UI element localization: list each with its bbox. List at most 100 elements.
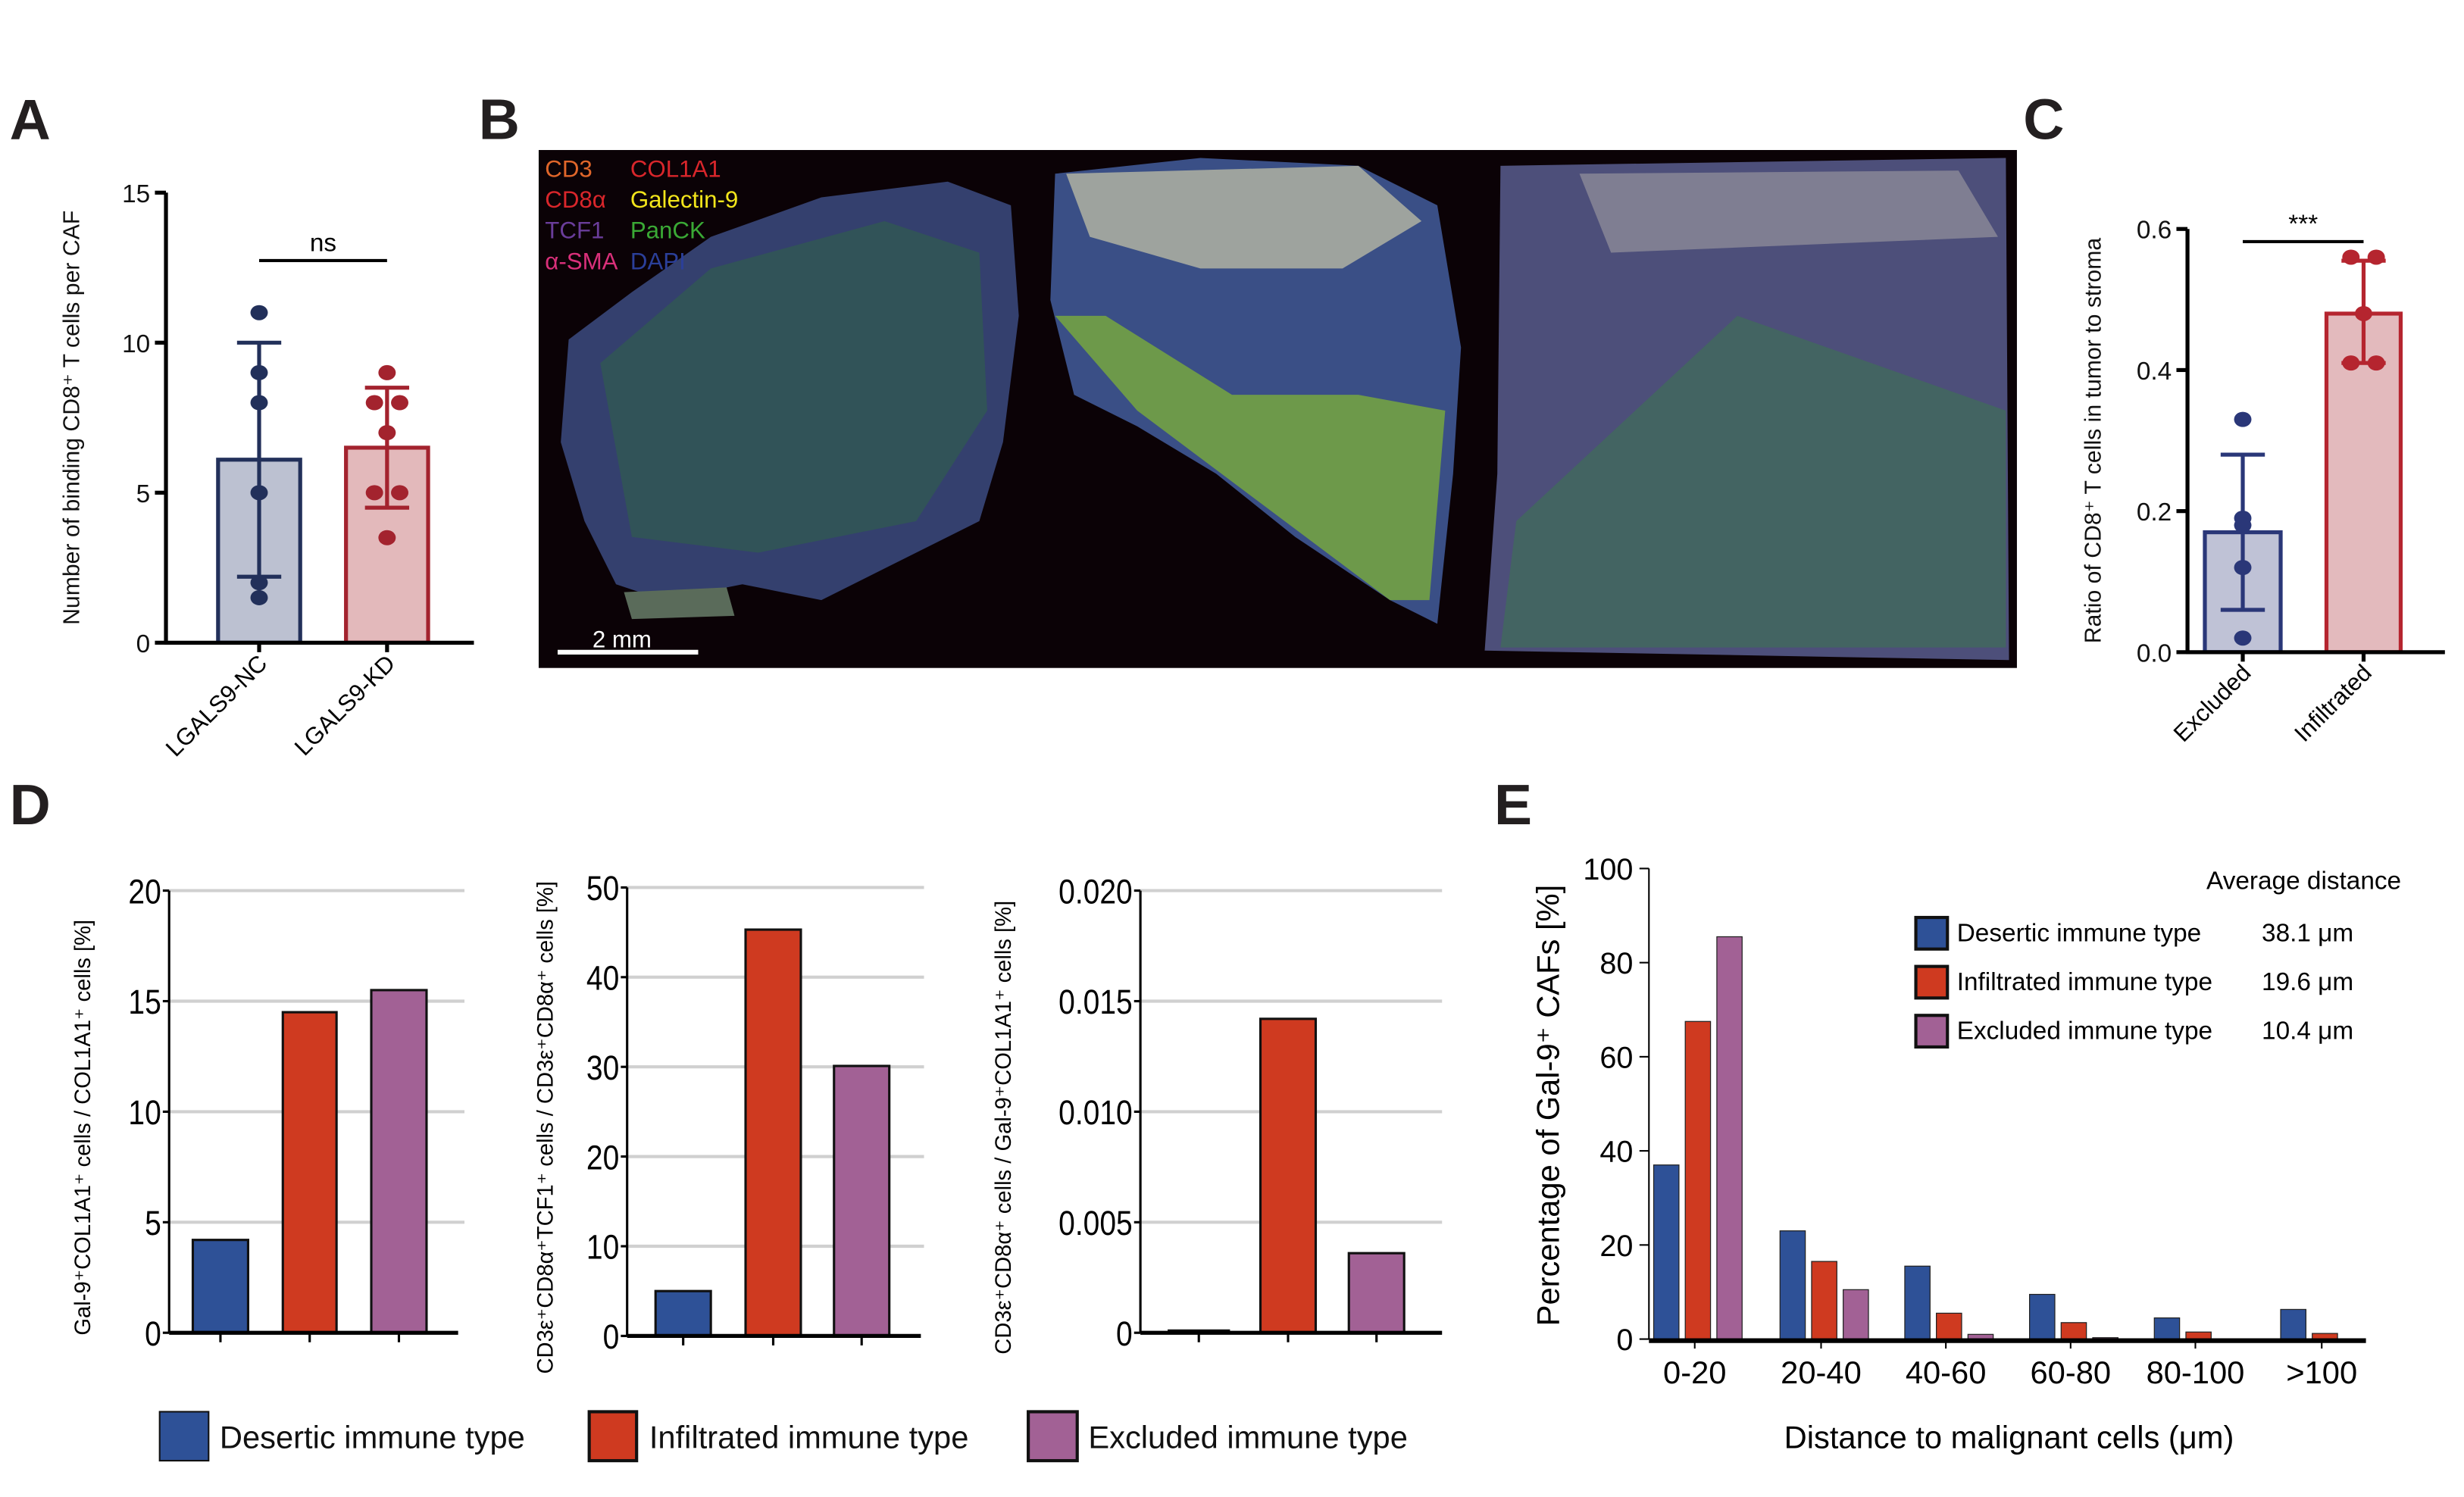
chart-c: Excluded Infiltrated 0.0 0.2 0.4 0.6 *** Ratio … [2081, 210, 2445, 747]
y-tick-label: 80 [1599, 947, 1633, 980]
panel-label-e: E [1494, 773, 1532, 836]
data-point [2234, 630, 2252, 646]
legend-label-desertic: Desertic immune type [220, 1419, 525, 1455]
bar-excluded [1716, 936, 1743, 1340]
legend-average-value: 19.6 μm [2262, 968, 2353, 996]
data-point [2342, 355, 2360, 371]
bar-infiltrated [1811, 1261, 1837, 1340]
marker-label: TCF1 [545, 217, 604, 244]
y-tick-label: 30 [586, 1049, 619, 1088]
marker-label: α-SMA [545, 248, 618, 274]
data-point [2355, 305, 2372, 321]
bar-desertic [191, 1239, 249, 1334]
y-tick-label: 20 [586, 1138, 619, 1177]
panel-label-d: D [10, 773, 51, 836]
chart-e: 0 20 40 60 80 100 0-20 20-40 40-60 60-80 80-100 >10… [1530, 853, 2401, 1455]
chart-d3: 0 0.005 0.010 0.015 0.020 CD3ε⁺CD8α⁺ cells / … [992, 872, 1443, 1355]
y-tick-label: 5 [136, 480, 151, 508]
y-tick-label: 0.005 [1058, 1204, 1133, 1243]
y-tick-label: 0 [136, 630, 151, 658]
significance-label: ns [310, 229, 336, 257]
bar-infiltrated [1936, 1312, 1962, 1340]
chart-a: LGALS9-NC LGALS9-KD 0 5 10 15 ns Number of bind… [59, 180, 474, 761]
bar-infiltrated [2185, 1331, 2212, 1340]
y-tick-label: 15 [122, 180, 150, 208]
tissue-section-1 [561, 181, 1019, 601]
data-point [250, 305, 268, 320]
marker-label: PanCK [630, 217, 705, 244]
y-axis-label: CD3ε⁺CD8α⁺TCF1⁺ cells / CD3ε⁺CD8α⁺ cells… [534, 881, 558, 1374]
data-point [2234, 517, 2252, 533]
bar-desertic [654, 1289, 712, 1337]
data-point [250, 364, 268, 380]
bar-desertic [2028, 1293, 2056, 1340]
legend-swatch-infiltrated [587, 1410, 639, 1463]
x-tick-label: LGALS9-NC [161, 650, 273, 762]
data-point [250, 395, 268, 411]
bar-desertic [1904, 1265, 1931, 1340]
data-point [378, 530, 396, 545]
bar-desertic [1779, 1230, 1806, 1340]
data-point [378, 425, 396, 441]
y-tick-label: 0.4 [2137, 358, 2172, 386]
marker-legend: CD3 COL1A1 CD8α Galectin-9 TCF1 PanCK α-SMA DAP… [545, 155, 738, 274]
legend-d: Desertic immune type Infiltrated immune … [158, 1410, 1408, 1463]
tissue-texture-2 [1055, 315, 1446, 601]
legend-label: Infiltrated immune type [1957, 968, 2212, 996]
chart-d2: 0 10 20 30 40 50 CD3ε⁺CD8α⁺TCF1⁺ cells / CD3ε⁺… [534, 869, 924, 1374]
data-point [250, 589, 268, 605]
tissue-texture-3 [1500, 315, 2006, 648]
legend-label: Excluded immune type [1957, 1017, 2212, 1045]
y-axis-label: Ratio of CD8⁺ T cells in tumor to stroma [2081, 238, 2106, 644]
y-tick-label: 0.015 [1058, 983, 1133, 1022]
y-tick-label: 60 [1599, 1041, 1633, 1074]
y-tick-label: 0.020 [1058, 872, 1133, 911]
marker-label: Galectin-9 [630, 186, 738, 213]
y-tick-label: 15 [128, 983, 161, 1022]
bar-desertic [2153, 1317, 2181, 1340]
data-point [2234, 560, 2252, 576]
bar-infiltrated [2324, 311, 2403, 655]
y-tick-label: 100 [1583, 853, 1633, 886]
x-tick-label: 20-40 [1781, 1355, 1862, 1390]
x-axis-label: Distance to malignant cells (μm) [1784, 1419, 2234, 1455]
y-axis-label: Gal-9⁺COL1A1⁺ cells / COL1A1⁺ cells [%] [71, 920, 95, 1336]
legend-swatch [1914, 964, 1950, 1000]
data-point [365, 485, 383, 501]
data-point [391, 395, 408, 411]
marker-label: COL1A1 [630, 155, 721, 182]
x-tick-label: 40-60 [1906, 1355, 1987, 1390]
bar-excluded [370, 989, 428, 1334]
legend-label: Desertic immune type [1957, 919, 2201, 947]
scale-bar-label: 2 mm [593, 627, 652, 653]
marker-label: CD8α [545, 186, 606, 213]
tissue-fragment [624, 587, 735, 620]
y-tick-label: 10 [122, 330, 150, 358]
x-tick-label: 60-80 [2031, 1355, 2112, 1390]
legend-average-value: 10.4 μm [2262, 1017, 2353, 1045]
y-axis-label: CD3ε⁺CD8α⁺ cells / Gal-9⁺COL1A1⁺ cells [… [992, 901, 1016, 1355]
marker-label: DAPI [630, 248, 686, 274]
y-tick-label: 10 [128, 1093, 161, 1133]
legend-swatch [1914, 1014, 1950, 1049]
y-tick-label: 10 [586, 1228, 619, 1267]
chart-d1: 0 5 10 15 20 Gal-9⁺COL1A1⁺ cells / COL1A1⁺ ce… [71, 872, 464, 1354]
y-tick-label: 0 [1616, 1324, 1633, 1357]
panel-label-c: C [2023, 87, 2064, 151]
y-tick-label: 20 [1599, 1230, 1633, 1263]
y-tick-label: 0 [145, 1314, 161, 1354]
legend-label-infiltrated: Infiltrated immune type [649, 1419, 969, 1455]
y-axis-label: Percentage of Gal-9⁺ CAFs [%] [1530, 885, 1565, 1327]
y-tick-label: 50 [586, 869, 619, 908]
tissue-texture-1 [600, 220, 987, 553]
x-tick-label: 80-100 [2147, 1355, 2245, 1390]
panel-label-a: A [10, 87, 51, 151]
significance-label: *** [2288, 210, 2318, 238]
bar-infiltrated [1259, 1017, 1318, 1334]
bar-desertic [2280, 1308, 2307, 1340]
x-tick-label: LGALS9-KD [289, 650, 400, 761]
y-tick-label: 20 [128, 872, 161, 911]
legend-title: Average distance [2206, 867, 2401, 895]
data-point [2367, 355, 2385, 371]
